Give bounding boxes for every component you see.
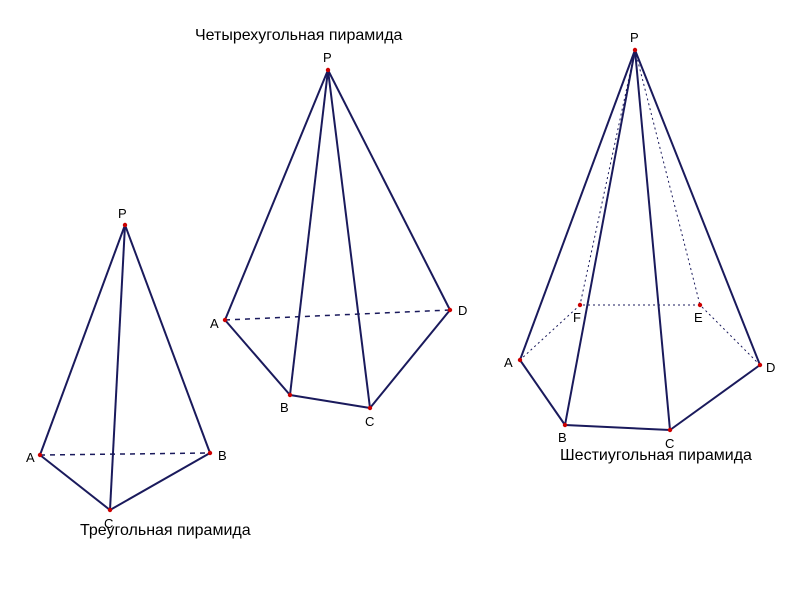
vertex-label: P xyxy=(118,206,127,221)
vertex-label: A xyxy=(504,355,513,370)
vertex-label: B xyxy=(280,400,289,415)
vertex-label: E xyxy=(694,310,703,325)
vertex-label: P xyxy=(323,50,332,65)
hexagonal-pyramid: PABCDEF xyxy=(504,30,775,451)
vertex-label: B xyxy=(558,430,567,445)
vertex-label: F xyxy=(573,310,581,325)
triangular-pyramid: PABC xyxy=(26,206,227,531)
triangular-title: Треугольная пирамида xyxy=(80,522,251,539)
quadrangular-title: Четырехугольная пирамида xyxy=(195,27,403,44)
vertex-label: P xyxy=(630,30,639,45)
quadrangular-pyramid: P A B C D xyxy=(210,50,467,429)
pyramids-diagram: PABCPABCDPABCDEFТреугольная пирамидаЧеты… xyxy=(0,0,800,600)
vertex-label: D xyxy=(766,360,775,375)
vertex-label: B xyxy=(218,448,227,463)
vertex-label: A xyxy=(210,316,219,331)
vertex-label: C xyxy=(365,414,374,429)
hexagonal-title: Шестиугольная пирамида xyxy=(560,447,752,464)
vertex-label: A xyxy=(26,450,35,465)
vertex-label: D xyxy=(458,303,467,318)
